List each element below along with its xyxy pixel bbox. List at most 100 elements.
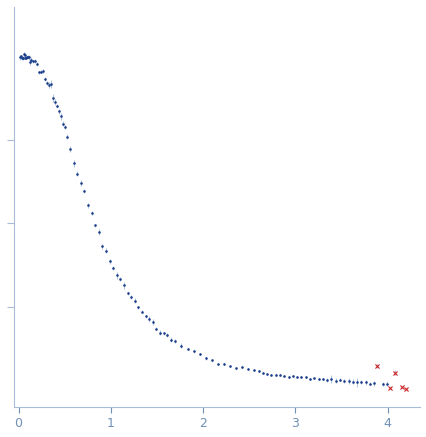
Point [244, 365, 250, 372]
Point [344, 378, 351, 385]
Point [167, 336, 174, 343]
Point [26, 59, 33, 66]
Point [18, 53, 25, 60]
Point [43, 80, 50, 87]
Point [293, 373, 300, 380]
Point [81, 187, 88, 194]
Point [348, 378, 355, 385]
Point [268, 371, 274, 378]
Point [55, 108, 62, 114]
Point [272, 371, 279, 378]
Point [254, 368, 261, 375]
Point [190, 348, 196, 355]
Point [276, 371, 283, 378]
Point [164, 332, 170, 339]
Point [92, 222, 98, 229]
Point [156, 329, 163, 336]
Point [106, 258, 113, 265]
Point [117, 276, 124, 283]
Point [289, 373, 296, 380]
Point [331, 377, 338, 384]
Point [39, 68, 46, 75]
Point [372, 362, 379, 369]
Point [23, 54, 30, 61]
Point [102, 247, 109, 254]
Point [109, 264, 116, 271]
Point [124, 290, 131, 297]
Point [259, 369, 265, 376]
Point [149, 319, 156, 326]
Point [196, 350, 202, 357]
Point [208, 356, 215, 363]
Point [353, 379, 360, 386]
Point [70, 160, 77, 167]
Point [153, 325, 159, 332]
Point [379, 380, 386, 387]
Point [172, 337, 178, 344]
Point [77, 179, 84, 186]
Point [323, 376, 330, 383]
Point [29, 58, 36, 65]
Point [383, 380, 390, 387]
Point [47, 80, 54, 87]
Point [362, 379, 368, 386]
Point [370, 380, 377, 387]
Point [310, 375, 317, 382]
Point [45, 82, 52, 89]
Point [214, 361, 221, 368]
Point [306, 376, 313, 383]
Point [21, 52, 28, 59]
Point [319, 375, 325, 382]
Point [142, 313, 149, 320]
Point [232, 364, 239, 371]
Point [127, 294, 134, 301]
Point [280, 372, 287, 379]
Point [57, 113, 64, 120]
Point [31, 58, 38, 65]
Point [53, 102, 60, 109]
Point [402, 385, 409, 392]
Point [160, 330, 167, 337]
Point [131, 297, 138, 304]
Point [302, 373, 308, 380]
Point [113, 272, 120, 279]
Point [357, 378, 364, 385]
Point [61, 123, 68, 130]
Point [20, 51, 27, 58]
Point [59, 120, 66, 127]
Point [99, 243, 106, 250]
Point [41, 75, 48, 82]
Point [336, 376, 343, 383]
Point [285, 374, 291, 381]
Point [37, 68, 44, 75]
Point [27, 56, 34, 63]
Point [33, 61, 40, 68]
Point [297, 374, 304, 381]
Point [226, 363, 233, 370]
Point [74, 170, 81, 177]
Point [135, 304, 141, 311]
Point [49, 94, 56, 101]
Point [184, 346, 190, 353]
Point [84, 202, 91, 209]
Point [24, 53, 31, 60]
Point [391, 369, 397, 376]
Point [145, 315, 152, 322]
Point [66, 145, 73, 152]
Point [22, 54, 29, 61]
Point [340, 378, 347, 385]
Point [327, 375, 334, 382]
Point [88, 209, 95, 216]
Point [51, 98, 58, 105]
Point [238, 364, 245, 371]
Point [121, 282, 127, 289]
Point [19, 55, 26, 62]
Point [314, 376, 321, 383]
Point [35, 69, 42, 76]
Point [397, 384, 404, 391]
Point [263, 370, 270, 377]
Point [63, 133, 70, 140]
Point [250, 367, 257, 374]
Point [178, 342, 184, 349]
Point [202, 355, 209, 362]
